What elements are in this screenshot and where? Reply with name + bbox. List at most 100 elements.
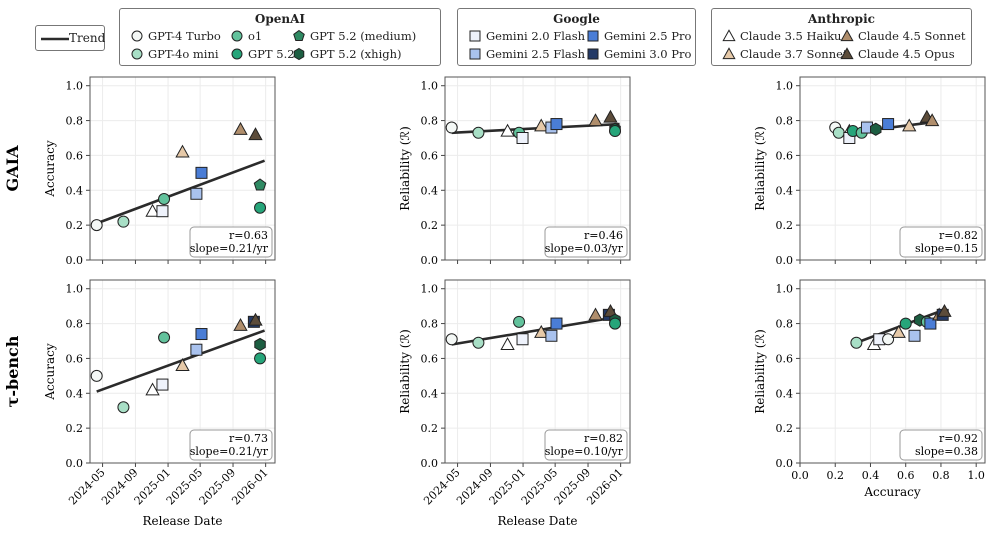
stats-box: [544, 226, 628, 258]
chart-tau-acc-rel: 0.0 0.2 0.4 0.6 0.8 1.0 0.0 0.2 0.4 0.6 0.8 1.0 Reli…: [753, 279, 986, 499]
point-c45sonnet: [588, 113, 603, 127]
legend-item-label: Claude 4.5 Opus: [858, 47, 955, 61]
stats-slope: slope=0.38: [915, 445, 978, 458]
y-tick-label: 0.4: [776, 387, 794, 400]
point-gpt4omini: [117, 215, 130, 228]
legend-marker-shape: [231, 30, 243, 42]
stats-r: r=0.63: [229, 229, 268, 242]
point-gpt52: [899, 317, 912, 330]
legend-marker-c35haiku: [722, 29, 736, 42]
stats-r: r=0.73: [229, 432, 268, 445]
point-c37sonnet: [902, 118, 917, 132]
stats-r: r=0.82: [939, 229, 978, 242]
y-tick-label: 0.8: [66, 115, 84, 128]
y-tick-label: 0.6: [66, 149, 84, 162]
y-tick-label: 0.0: [66, 457, 84, 470]
y-tick-label: 1.0: [66, 80, 84, 93]
stats-box: [899, 429, 983, 461]
x-axis-label: Accuracy: [863, 485, 920, 499]
y-tick-label: 1.0: [776, 283, 794, 296]
legend-marker-shape: [840, 47, 854, 60]
row-label: τ-bench: [3, 335, 22, 407]
stats-slope: slope=0.10/yr: [545, 445, 624, 458]
y-tick-label: 0.0: [776, 254, 794, 267]
y-tick-label: 0.6: [776, 149, 794, 162]
y-axis-label: Accuracy: [43, 343, 57, 400]
y-tick-label: 0.4: [421, 184, 439, 197]
y-tick-label: 0.8: [776, 318, 794, 331]
point-c45sonnet: [924, 113, 940, 127]
legend-anthropic: Anthropic Claude 3.5 Haiku Claude 4.5 Son…: [711, 8, 972, 66]
x-tick-label: 0.4: [862, 469, 880, 482]
legend-title-openai: OpenAI: [254, 12, 306, 26]
y-tick-label: 0.0: [66, 254, 84, 267]
legend-item-label: Gemini 2.5 Pro: [604, 29, 692, 43]
y-tick-label: 0.8: [776, 115, 794, 128]
x-tick-label: 1.0: [967, 469, 985, 482]
legend-item-label: Claude 3.7 Sonnet: [740, 47, 848, 61]
point-o1: [158, 331, 171, 344]
point-gpt52: [609, 125, 622, 138]
stats-r: r=0.82: [584, 432, 623, 445]
legend-marker-shape: [469, 48, 481, 60]
point-c37sonnet: [891, 324, 906, 338]
legend-marker-shape: [293, 29, 305, 41]
stats-slope: slope=0.21/yr: [190, 445, 269, 458]
legend-item-label: GPT-4 Turbo: [148, 29, 221, 43]
y-tick-label: 0.0: [421, 457, 439, 470]
y-tick-label: 0.0: [776, 457, 794, 470]
y-tick-label: 0.4: [66, 184, 84, 197]
y-tick-label: 0.4: [776, 184, 794, 197]
x-tick-label: 0.2: [826, 469, 844, 482]
legend-marker-shape: [722, 29, 736, 42]
point-c45sonnet: [233, 121, 248, 135]
legend-marker-shape: [722, 47, 736, 60]
x-tick-label: 0.6: [897, 469, 915, 482]
legend-item-label: Gemini 2.0 Flash: [486, 29, 586, 43]
chart-gaia-acc-rel: 0.0 0.2 0.4 0.6 0.8 1.0 Reliability (ℛ) r=0.82s…: [753, 76, 986, 267]
legend-marker-gpt4turbo: [131, 30, 143, 42]
legend-marker-gpt52: [231, 48, 243, 60]
point-gem25pro: [195, 166, 208, 179]
y-tick-label: 0.0: [421, 254, 439, 267]
point-gem20flash: [516, 333, 529, 346]
y-tick-label: 0.6: [421, 149, 439, 162]
point-c45opus: [603, 109, 618, 123]
stats-box: [544, 429, 628, 461]
point-c37sonnet: [534, 118, 549, 132]
y-tick-label: 1.0: [421, 283, 439, 296]
point-gpt52: [254, 201, 267, 214]
plot-frame: [799, 76, 986, 261]
point-gem25pro: [550, 118, 563, 131]
y-tick-label: 1.0: [421, 80, 439, 93]
legend-marker-shape: [840, 29, 854, 42]
y-axis-label: Reliability (ℛ): [753, 126, 767, 211]
point-gpt52xhigh: [870, 122, 882, 136]
legend-marker-shape: [231, 48, 243, 60]
trend-line: [96, 329, 266, 393]
point-c45opus: [937, 304, 952, 317]
legend-item-label: Gemini 2.5 Flash: [486, 47, 586, 61]
legend-item-label: Claude 4.5 Sonnet: [858, 29, 966, 43]
legend-marker-shape: [131, 48, 143, 60]
row-label: GAIA: [3, 145, 22, 192]
point-gem25flash: [545, 329, 558, 342]
x-tick-label: 2026-01: [229, 466, 271, 508]
legend-item-label: GPT 5.2 (xhigh): [310, 47, 402, 61]
legend-marker-c37sonnet: [722, 47, 736, 60]
y-axis-label: Reliability (ℛ): [398, 126, 412, 211]
stats-r: r=0.92: [939, 432, 978, 445]
x-tick-label: 2026-01: [584, 466, 626, 508]
point-gem25pro: [924, 317, 937, 330]
stats-r: r=0.46: [584, 229, 623, 242]
point-c37sonnet: [175, 358, 190, 371]
legend-marker-gpt4omini: [131, 48, 143, 60]
point-gpt52xhigh: [254, 337, 266, 352]
point-gem20flash: [516, 132, 529, 144]
legend-marker-shape: [587, 30, 599, 42]
point-c35haiku: [500, 337, 515, 351]
chart-gaia-date-rel: 0.0 0.2 0.4 0.6 0.8 1.0 Reliability (ℛ) r=0.46s…: [398, 76, 631, 267]
y-tick-label: 0.8: [421, 318, 439, 331]
y-tick-label: 0.4: [66, 387, 84, 400]
